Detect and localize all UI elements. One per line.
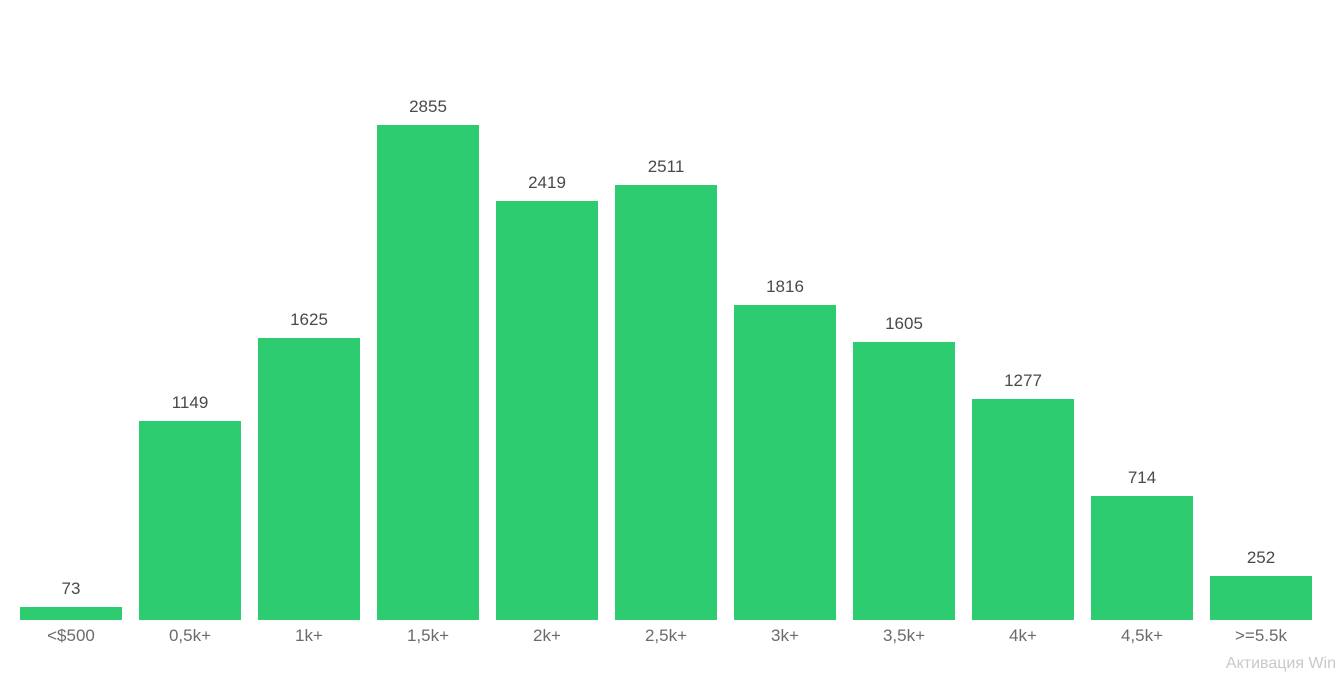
bar-value-label: 2511 <box>648 157 685 177</box>
bar-value-label: 1277 <box>1004 371 1042 391</box>
bar-group: 1277 <box>972 371 1074 620</box>
bar <box>1091 496 1193 620</box>
bar-value-label: 252 <box>1247 548 1275 568</box>
bar-group: 2511 <box>615 157 717 620</box>
bar <box>20 607 122 620</box>
bar-value-label: 1605 <box>885 314 923 334</box>
bar-group: 1149 <box>139 393 241 620</box>
x-tick-label: 4,5k+ <box>1121 626 1163 646</box>
bar-group: 2855 <box>377 97 479 620</box>
bar-group: 714 <box>1091 468 1193 620</box>
x-tick-label: <$500 <box>47 626 95 646</box>
bar-value-label: 1149 <box>172 393 209 413</box>
bar-group: 73 <box>20 579 122 620</box>
x-tick-label: 3,5k+ <box>883 626 925 646</box>
bar-value-label: 714 <box>1128 468 1156 488</box>
bar <box>853 342 955 620</box>
x-tick-label: 0,5k+ <box>169 626 211 646</box>
x-tick-label: 1,5k+ <box>407 626 449 646</box>
bar-group: 252 <box>1210 548 1312 620</box>
x-tick-label: 1k+ <box>295 626 323 646</box>
bar-value-label: 2855 <box>409 97 447 117</box>
bar-chart: 73 1149 1625 2855 2419 2511 1816 1605 1277 714 252… <box>20 60 1330 660</box>
bar-group: 1605 <box>853 314 955 620</box>
bar-value-label: 1816 <box>766 277 804 297</box>
x-tick-label: >=5.5k <box>1235 626 1287 646</box>
bar-group: 2419 <box>496 173 598 620</box>
bar <box>615 185 717 620</box>
x-tick-label: 2k+ <box>533 626 561 646</box>
x-tick-label: 2,5k+ <box>645 626 687 646</box>
bar <box>496 201 598 620</box>
bar <box>258 338 360 620</box>
bar-value-label: 73 <box>62 579 81 599</box>
x-axis: <$500 0,5k+ 1k+ 1,5k+ 2k+ 2,5k+ 3k+ 3,5k+ 4k+ 4,5… <box>20 620 1330 660</box>
plot-area: 73 1149 1625 2855 2419 2511 1816 1605 1277 714 252 <box>20 60 1330 620</box>
x-tick-label: 4k+ <box>1009 626 1037 646</box>
bar <box>1210 576 1312 620</box>
bar-group: 1816 <box>734 277 836 620</box>
bar-group: 1625 <box>258 310 360 620</box>
bar <box>139 421 241 620</box>
bar <box>377 125 479 620</box>
bar <box>734 305 836 620</box>
bar-value-label: 2419 <box>528 173 566 193</box>
x-tick-label: 3k+ <box>771 626 799 646</box>
bar <box>972 399 1074 620</box>
bar-value-label: 1625 <box>290 310 328 330</box>
